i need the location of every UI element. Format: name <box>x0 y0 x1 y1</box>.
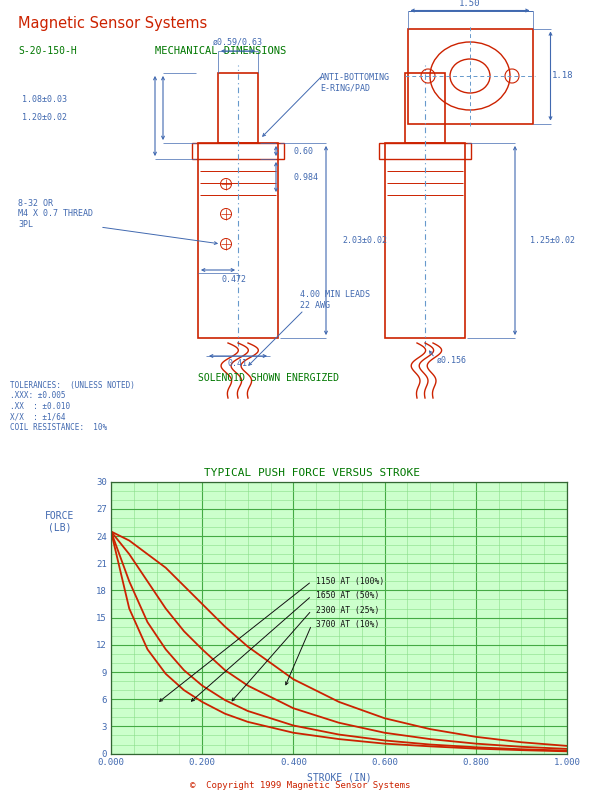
Text: 1.20±0.02: 1.20±0.02 <box>22 114 67 122</box>
Text: 3700 AT (10%): 3700 AT (10%) <box>316 620 380 630</box>
Text: 0.41: 0.41 <box>228 359 248 369</box>
Text: ©  Copyright 1999 Magnetic Sensor Systems: © Copyright 1999 Magnetic Sensor Systems <box>190 782 410 790</box>
Text: 1150 AT (100%): 1150 AT (100%) <box>316 577 385 586</box>
Text: 0.472: 0.472 <box>222 275 247 285</box>
Text: S-20-150-H: S-20-150-H <box>18 46 77 56</box>
Text: 2.03±0.02: 2.03±0.02 <box>342 236 387 245</box>
Bar <box>218 73 258 143</box>
Text: ø0.59/0.63: ø0.59/0.63 <box>213 38 263 46</box>
Text: TOLERANCES:  (UNLESS NOTED)
.XXX: ±0.005
.XX  : ±0.010
X/X  : ±1/64
COIL RESISTA: TOLERANCES: (UNLESS NOTED) .XXX: ±0.005 … <box>10 381 135 432</box>
Text: 1.50: 1.50 <box>459 0 481 8</box>
X-axis label: STROKE (IN): STROKE (IN) <box>307 772 371 782</box>
Bar <box>379 143 471 159</box>
Text: (LB): (LB) <box>48 523 72 533</box>
Text: 1.08±0.03: 1.08±0.03 <box>22 95 67 105</box>
Text: FORCE: FORCE <box>46 511 74 521</box>
Text: TYPICAL PUSH FORCE VERSUS STROKE: TYPICAL PUSH FORCE VERSUS STROKE <box>204 468 420 478</box>
Bar <box>385 143 465 338</box>
Bar <box>192 143 284 159</box>
Text: SOLENOID SHOWN ENERGIZED: SOLENOID SHOWN ENERGIZED <box>197 373 338 383</box>
Text: 1.25±0.02: 1.25±0.02 <box>530 236 575 245</box>
Text: 4.00 MIN LEADS
22 AWG: 4.00 MIN LEADS 22 AWG <box>300 290 370 310</box>
Text: ø0.156: ø0.156 <box>437 355 467 365</box>
Text: MECHANICAL DIMENSIONS: MECHANICAL DIMENSIONS <box>155 46 286 56</box>
Text: 1.18: 1.18 <box>552 71 573 81</box>
Text: 1650 AT (50%): 1650 AT (50%) <box>316 591 380 600</box>
Text: Magnetic Sensor Systems: Magnetic Sensor Systems <box>18 16 207 31</box>
Text: 0.60: 0.60 <box>294 146 314 155</box>
Text: 8-32 OR
M4 X 0.7 THREAD
3PL: 8-32 OR M4 X 0.7 THREAD 3PL <box>18 199 93 229</box>
Bar <box>407 29 533 123</box>
Text: 2300 AT (25%): 2300 AT (25%) <box>316 606 380 615</box>
Bar <box>405 73 445 143</box>
Text: 0.984: 0.984 <box>294 173 319 182</box>
Text: ANTI-BOTTOMING
E-RING/PAD: ANTI-BOTTOMING E-RING/PAD <box>320 74 390 93</box>
Bar <box>198 143 278 338</box>
